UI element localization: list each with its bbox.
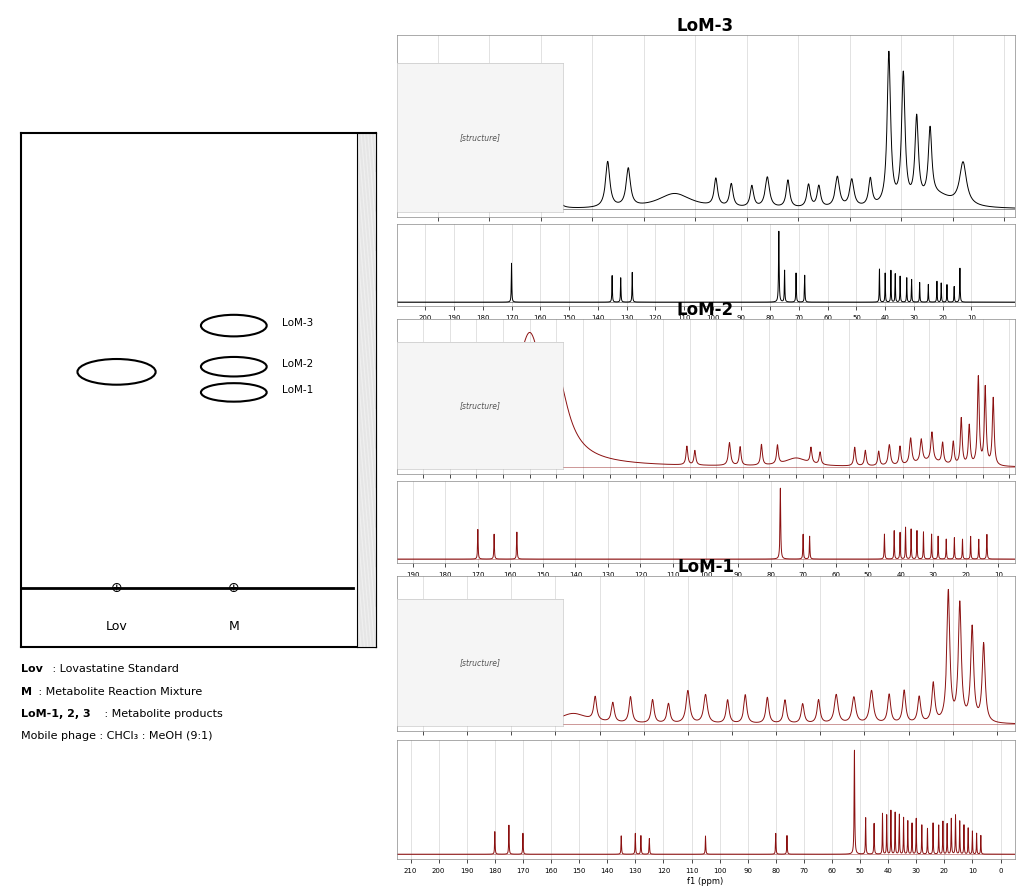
Title: LoM-2: LoM-2	[677, 300, 734, 319]
Text: [structure]: [structure]	[459, 401, 501, 410]
Text: LoM-1: LoM-1	[282, 385, 313, 395]
Title: LoM-1: LoM-1	[677, 557, 734, 576]
Text: : Metabolite products: : Metabolite products	[101, 709, 222, 719]
Text: ⊕: ⊕	[228, 580, 240, 595]
Text: LoM-1, 2, 3: LoM-1, 2, 3	[21, 709, 91, 719]
X-axis label: f1 (ppm): f1 (ppm)	[687, 323, 724, 332]
Text: [structure]: [structure]	[459, 133, 501, 142]
X-axis label: f1 (ppm): f1 (ppm)	[687, 580, 724, 589]
Text: : Lovastatine Standard: : Lovastatine Standard	[49, 664, 179, 674]
Text: M: M	[229, 619, 239, 633]
Text: Mobile phage : CHCl₃ : MeOH (9:1): Mobile phage : CHCl₃ : MeOH (9:1)	[21, 731, 212, 741]
X-axis label: f1 (ppm): f1 (ppm)	[687, 877, 724, 886]
Text: [structure]: [structure]	[459, 658, 501, 667]
Text: Lov: Lov	[21, 664, 42, 674]
Text: M: M	[21, 687, 32, 696]
Text: LoM-2: LoM-2	[282, 359, 313, 369]
Text: : Metabolite Reaction Mixture: : Metabolite Reaction Mixture	[35, 687, 202, 696]
Text: LoM-3: LoM-3	[282, 318, 313, 328]
Title: LoM-3: LoM-3	[677, 17, 734, 35]
Text: ⊕: ⊕	[111, 580, 123, 595]
Text: Lov: Lov	[106, 619, 128, 633]
